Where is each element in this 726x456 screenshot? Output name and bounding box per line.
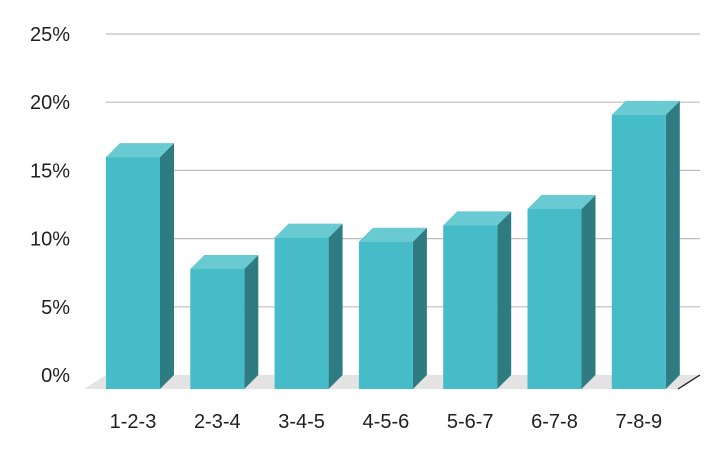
- y-tick-label: 25%: [30, 24, 70, 46]
- bar: [527, 194, 596, 389]
- x-tick-label: 1-2-3: [110, 411, 157, 433]
- bar-top-face: [443, 211, 512, 226]
- bar-front-face: [274, 237, 329, 389]
- x-tick-label: 5-6-7: [447, 411, 494, 433]
- y-tick-label: 0%: [41, 365, 70, 387]
- bar: [274, 223, 343, 389]
- bar-top-face: [611, 100, 680, 115]
- x-tick-label: 4-5-6: [363, 411, 410, 433]
- bars: [106, 100, 680, 389]
- bar-side-face: [665, 100, 680, 389]
- bar-side-face: [581, 194, 596, 389]
- x-axis-tick-labels: 1-2-3 2-3-4 3-4-5 4-5-6 5-6-7 6-7-8 7-8-9: [110, 411, 663, 433]
- bar-top-face: [358, 227, 427, 242]
- y-tick-label: 20%: [30, 92, 70, 114]
- bar-top-face: [190, 254, 259, 269]
- y-axis-tick-labels: 0% 5% 10% 15% 20% 25%: [30, 24, 70, 387]
- bar-side-face: [497, 211, 512, 389]
- bar-front-face: [190, 268, 245, 389]
- y-tick-label: 15%: [30, 160, 70, 182]
- bar-front-face: [106, 157, 160, 389]
- x-tick-label: 2-3-4: [194, 411, 241, 433]
- bar: [106, 143, 174, 389]
- floor-edge-line: [677, 374, 701, 390]
- bar-top-face: [274, 223, 343, 238]
- bar-front-face: [527, 208, 582, 389]
- bar: [190, 254, 259, 389]
- bar-front-face: [611, 114, 666, 389]
- bar-side-face: [244, 254, 259, 389]
- bar-top-face: [106, 143, 174, 158]
- bar-side-face: [160, 143, 174, 389]
- x-tick-label: 7-8-9: [615, 411, 662, 433]
- x-tick-label: 3-4-5: [278, 411, 325, 433]
- x-tick-label: 6-7-8: [531, 411, 578, 433]
- bar-top-face: [527, 194, 596, 209]
- y-tick-label: 10%: [30, 229, 70, 251]
- bar-side-face: [412, 227, 427, 389]
- bar: [611, 100, 680, 389]
- bar-side-face: [328, 223, 343, 389]
- y-tick-label: 5%: [41, 297, 70, 319]
- bar: [443, 211, 512, 389]
- bar-front-face: [443, 225, 498, 389]
- bar: [358, 227, 427, 389]
- bar-front-face: [358, 241, 413, 389]
